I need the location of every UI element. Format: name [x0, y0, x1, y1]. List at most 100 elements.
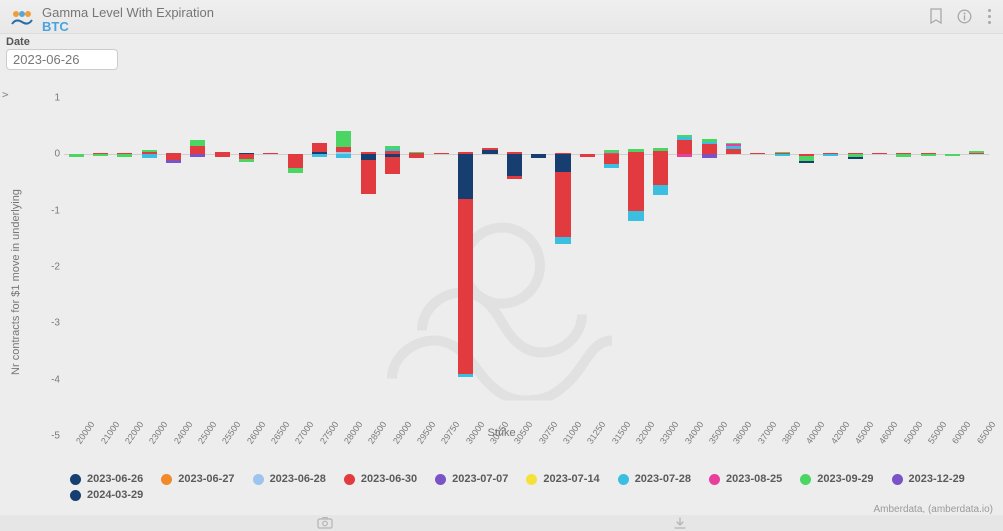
bar-column[interactable]: [726, 98, 741, 436]
y-tick-label: 1: [34, 93, 60, 104]
bar-column[interactable]: [872, 98, 887, 436]
bar-column[interactable]: [969, 98, 984, 436]
bar-column[interactable]: [69, 98, 84, 436]
chart-panel: Gamma Level With Expiration BTC Date 202…: [0, 0, 1003, 531]
bar-column[interactable]: [555, 98, 570, 436]
bar-segment: [775, 152, 790, 153]
bar-column[interactable]: [531, 98, 546, 436]
bar-segment: [288, 168, 303, 173]
attribution-text: Amberdata, (amberdata.io): [873, 504, 993, 515]
legend-label: 2023-06-28: [270, 473, 326, 485]
bar-column[interactable]: [799, 98, 814, 436]
expand-handle-icon[interactable]: >: [2, 88, 9, 101]
bar-column[interactable]: [848, 98, 863, 436]
more-menu-icon[interactable]: [986, 9, 993, 24]
bar-column[interactable]: [434, 98, 449, 436]
camera-icon[interactable]: [317, 517, 333, 529]
legend-item[interactable]: 2023-06-30: [344, 473, 417, 485]
legend-item[interactable]: 2023-09-29: [800, 473, 873, 485]
bar-segment: [166, 160, 181, 163]
bar-column[interactable]: [604, 98, 619, 436]
brand-logo-icon: [10, 8, 34, 33]
bar-column[interactable]: [190, 98, 205, 436]
bar-column[interactable]: [507, 98, 522, 436]
bar-segment: [142, 150, 157, 152]
bar-segment: [726, 144, 741, 146]
bar-column[interactable]: [385, 98, 400, 436]
bar-segment: [336, 154, 351, 157]
bar-segment: [677, 135, 692, 138]
bar-column[interactable]: [312, 98, 327, 436]
bar-column[interactable]: [361, 98, 376, 436]
legend-item[interactable]: 2024-03-29: [70, 489, 143, 501]
date-label: Date: [6, 36, 997, 48]
bar-segment: [555, 154, 570, 172]
bookmark-icon[interactable]: [929, 8, 943, 24]
bar-segment: [726, 146, 741, 149]
bar-column[interactable]: [677, 98, 692, 436]
chart-area: Nr contracts for $1 move in underlying 1…: [20, 98, 989, 466]
bar-column[interactable]: [896, 98, 911, 436]
legend-swatch-icon: [70, 474, 81, 485]
legend-item[interactable]: 2023-06-27: [161, 473, 234, 485]
bar-column[interactable]: [336, 98, 351, 436]
legend-swatch-icon: [800, 474, 811, 485]
y-tick-label: 0: [34, 149, 60, 160]
bar-column[interactable]: [945, 98, 960, 436]
bar-segment: [921, 154, 936, 156]
bar-column[interactable]: [288, 98, 303, 436]
legend-item[interactable]: 2023-07-14: [526, 473, 599, 485]
legend-label: 2023-07-07: [452, 473, 508, 485]
bar-column[interactable]: [702, 98, 717, 436]
bar-segment: [896, 154, 911, 156]
bar-segment: [677, 140, 692, 154]
legend-item[interactable]: 2023-07-28: [618, 473, 691, 485]
bar-column[interactable]: [482, 98, 497, 436]
bar-segment: [604, 150, 619, 152]
legend-label: 2023-06-26: [87, 473, 143, 485]
bar-segment: [142, 154, 157, 157]
legend-item[interactable]: 2023-06-26: [70, 473, 143, 485]
info-icon[interactable]: [957, 9, 972, 24]
bar-column[interactable]: [166, 98, 181, 436]
bar-segment: [555, 237, 570, 244]
legend-swatch-icon: [526, 474, 537, 485]
panel-footer: [0, 515, 1003, 531]
legend-item[interactable]: 2023-08-25: [709, 473, 782, 485]
bar-column[interactable]: [215, 98, 230, 436]
bar-column[interactable]: [263, 98, 278, 436]
download-icon[interactable]: [673, 517, 687, 530]
bar-column[interactable]: [580, 98, 595, 436]
date-input[interactable]: 2023-06-26: [6, 49, 118, 70]
bar-segment: [677, 154, 692, 157]
bar-column[interactable]: [117, 98, 132, 436]
legend-swatch-icon: [435, 474, 446, 485]
bar-segment: [653, 148, 668, 151]
legend-item[interactable]: 2023-07-07: [435, 473, 508, 485]
bar-segment: [263, 153, 278, 155]
bar-column[interactable]: [142, 98, 157, 436]
x-axis: 2000021000220002300024000250002550026000…: [64, 436, 989, 466]
bar-column[interactable]: [653, 98, 668, 436]
bar-segment: [628, 211, 643, 221]
bar-segment: [653, 185, 668, 195]
plot-area[interactable]: [64, 98, 989, 436]
bar-column[interactable]: [239, 98, 254, 436]
bar-column[interactable]: [823, 98, 838, 436]
bar-column[interactable]: [93, 98, 108, 436]
controls-bar: Date 2023-06-26: [0, 34, 1003, 70]
bar-segment: [702, 139, 717, 142]
panel-title: Gamma Level With Expiration: [42, 6, 929, 20]
bar-segment: [312, 154, 327, 157]
bar-segment: [653, 154, 668, 185]
bar-column[interactable]: [458, 98, 473, 436]
legend-label: 2023-08-25: [726, 473, 782, 485]
bar-column[interactable]: [921, 98, 936, 436]
bar-column[interactable]: [775, 98, 790, 436]
bar-column[interactable]: [628, 98, 643, 436]
legend-item[interactable]: 2023-06-28: [253, 473, 326, 485]
bar-segment: [702, 142, 717, 144]
legend-item[interactable]: 2023-12-29: [892, 473, 965, 485]
bar-column[interactable]: [750, 98, 765, 436]
bar-column[interactable]: [409, 98, 424, 436]
